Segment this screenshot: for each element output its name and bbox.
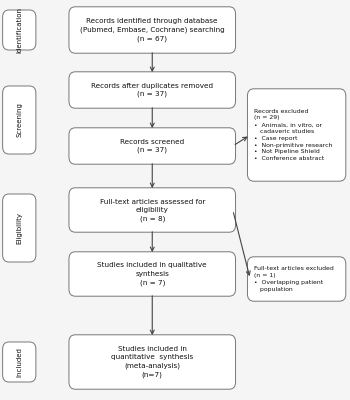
- FancyBboxPatch shape: [69, 7, 236, 53]
- Text: Records excluded
(n = 29)
•  Animals, in vitro, or
   cadaveric studies
•  Case : Records excluded (n = 29) • Animals, in …: [254, 109, 332, 161]
- FancyBboxPatch shape: [247, 89, 346, 181]
- FancyBboxPatch shape: [2, 194, 36, 262]
- FancyBboxPatch shape: [247, 257, 346, 301]
- Text: Identification: Identification: [16, 7, 22, 53]
- FancyBboxPatch shape: [69, 335, 236, 389]
- FancyBboxPatch shape: [2, 86, 36, 154]
- FancyBboxPatch shape: [69, 128, 236, 164]
- Text: Full-text articles excluded
(n = 1)
•  Overlapping patient
   population: Full-text articles excluded (n = 1) • Ov…: [254, 266, 334, 292]
- FancyBboxPatch shape: [2, 342, 36, 382]
- Text: Studies included in qualitative
synthesis
(n = 7): Studies included in qualitative synthesi…: [97, 262, 207, 286]
- Text: Screening: Screening: [16, 102, 22, 138]
- FancyBboxPatch shape: [69, 252, 236, 296]
- Text: Records identified through database
(Pubmed, Embase, Cochrane) searching
(n = 67: Records identified through database (Pub…: [80, 18, 225, 42]
- Text: Studies included in
quantitative  synthesis
(meta-analysis)
(n=7): Studies included in quantitative synthes…: [111, 346, 193, 378]
- FancyBboxPatch shape: [69, 188, 236, 232]
- FancyBboxPatch shape: [69, 72, 236, 108]
- Text: Records screened
(n = 37): Records screened (n = 37): [120, 139, 184, 153]
- Text: Full-text articles assessed for
eligibility
(n = 8): Full-text articles assessed for eligibil…: [99, 198, 205, 222]
- Text: Included: Included: [16, 347, 22, 377]
- Text: Eligibility: Eligibility: [16, 212, 22, 244]
- Text: Records after duplicates removed
(n = 37): Records after duplicates removed (n = 37…: [91, 83, 213, 97]
- FancyBboxPatch shape: [2, 10, 36, 50]
